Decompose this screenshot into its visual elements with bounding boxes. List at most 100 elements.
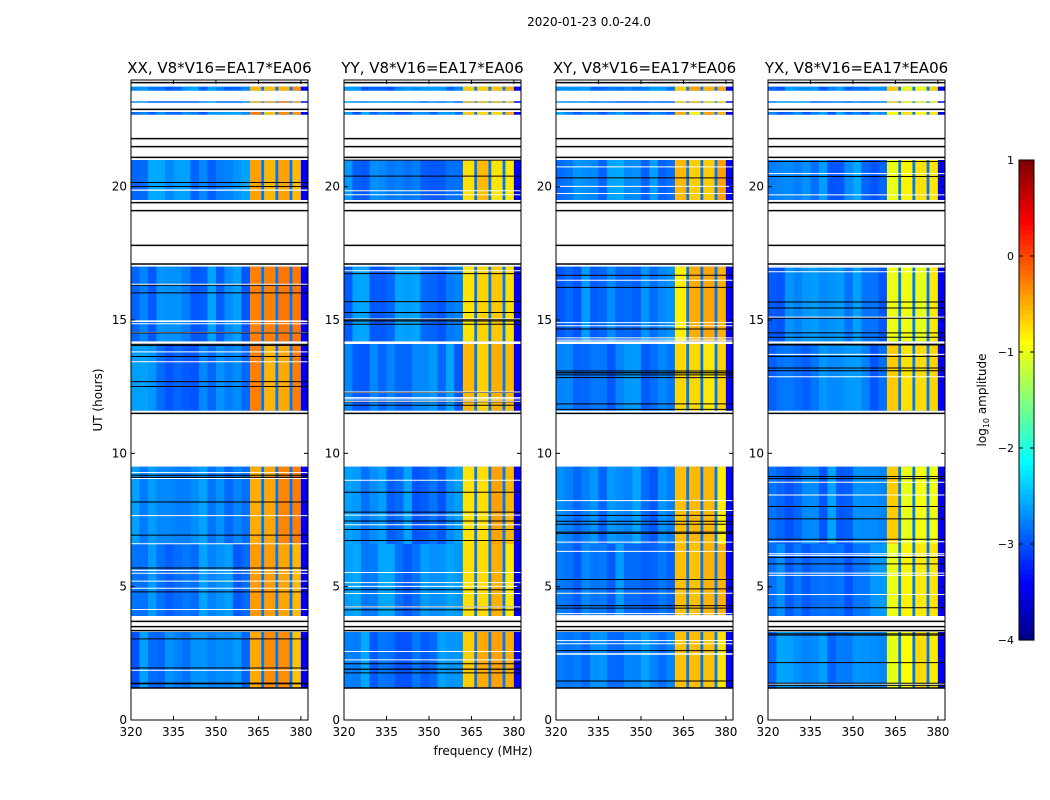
x-tick-label: 335: [799, 725, 822, 739]
background-strip: [420, 160, 429, 200]
colorbar-cell: [1019, 310, 1034, 316]
channel-block: [249, 160, 262, 200]
background-strip: [344, 466, 353, 544]
background-strip: [386, 160, 395, 200]
x-tick-label: 335: [587, 725, 610, 739]
channel-block: [264, 266, 276, 342]
channel-block: [491, 101, 503, 103]
channel-block: [717, 266, 726, 342]
y-tick-label: 10: [112, 446, 127, 460]
background-strip: [131, 160, 140, 200]
channel-block: [477, 544, 489, 616]
background-strip: [386, 101, 395, 103]
channel-block: [703, 160, 715, 200]
edge-strip: [725, 266, 733, 342]
background-strip: [377, 86, 387, 91]
channel-block: [505, 86, 514, 91]
background-strip: [224, 86, 233, 91]
channel-block: [462, 544, 475, 616]
background-strip: [564, 466, 573, 544]
y-tick-label: 5: [119, 580, 127, 594]
background-strip: [164, 86, 174, 91]
background-strip: [835, 344, 845, 411]
background-strip: [428, 266, 438, 342]
background-strip: [215, 101, 225, 103]
channel-block: [929, 632, 938, 688]
background-strip: [632, 266, 641, 342]
edge-strip: [300, 101, 308, 103]
background-strip: [835, 112, 845, 115]
background-strip: [147, 344, 157, 411]
channel-block: [915, 544, 927, 616]
channel-block: [886, 266, 899, 342]
background-strip: [827, 632, 836, 688]
background-strip: [241, 112, 250, 115]
background-strip: [835, 466, 845, 544]
colorbar-cell: [1019, 255, 1034, 261]
background-strip: [606, 266, 616, 342]
background-strip: [215, 466, 225, 544]
background-strip: [181, 344, 191, 411]
background-strip: [556, 112, 565, 115]
colorbar-cell: [1019, 405, 1034, 411]
background-strip: [164, 160, 174, 200]
background-strip: [827, 112, 836, 115]
background-strip: [139, 160, 148, 200]
background-strip: [454, 466, 463, 544]
panel-title: XY, V8*V16=EA17*EA06: [553, 59, 736, 77]
background-strip: [861, 544, 870, 616]
plot-frame: [767, 79, 946, 721]
channel-block: [264, 344, 276, 411]
background-strip: [657, 160, 667, 200]
background-strip: [784, 266, 794, 342]
colorbar-tick-label: 1: [1007, 154, 1014, 167]
background-strip: [572, 160, 582, 200]
y-tick-label: 0: [119, 713, 127, 727]
background-strip: [657, 266, 667, 342]
background-strip: [878, 101, 887, 103]
background-strip: [139, 466, 148, 544]
background-strip: [784, 86, 794, 91]
background-strip: [139, 112, 148, 115]
background-strip: [207, 86, 216, 91]
channel-block: [292, 466, 301, 544]
channel-block: [689, 112, 701, 115]
background-strip: [776, 86, 785, 91]
background-strip: [768, 544, 777, 616]
background-strip: [147, 112, 157, 115]
channel-block: [462, 101, 475, 103]
background-strip: [403, 101, 412, 103]
background-strip: [810, 544, 819, 616]
y-tick-label: 0: [544, 713, 552, 727]
colorbar-cell: [1019, 425, 1034, 431]
background-strip: [428, 344, 438, 411]
channel-block: [491, 86, 503, 91]
x-tick-label: 365: [672, 725, 695, 739]
edge-strip: [937, 86, 945, 91]
background-strip: [147, 101, 157, 103]
background-strip: [632, 160, 641, 200]
colorbar-cell: [1019, 360, 1034, 366]
background-strip: [869, 632, 879, 688]
colorbar-cell: [1019, 485, 1034, 491]
x-tick-label: 365: [247, 725, 270, 739]
background-strip: [437, 86, 446, 91]
background-strip: [369, 112, 378, 115]
colorbar-cell: [1019, 460, 1034, 466]
channel-block: [689, 266, 701, 342]
background-strip: [232, 466, 242, 544]
background-strip: [768, 344, 777, 411]
background-strip: [818, 466, 828, 544]
colorbar-cell: [1019, 435, 1034, 441]
background-strip: [164, 266, 174, 342]
background-strip: [869, 101, 879, 103]
background-strip: [878, 112, 887, 115]
background-strip: [403, 86, 412, 91]
background-strip: [835, 160, 845, 200]
background-strip: [207, 632, 216, 688]
background-strip: [878, 160, 887, 200]
colorbar-cell: [1019, 205, 1034, 211]
channel-block: [717, 101, 726, 103]
background-strip: [445, 160, 455, 200]
background-strip: [344, 86, 353, 91]
